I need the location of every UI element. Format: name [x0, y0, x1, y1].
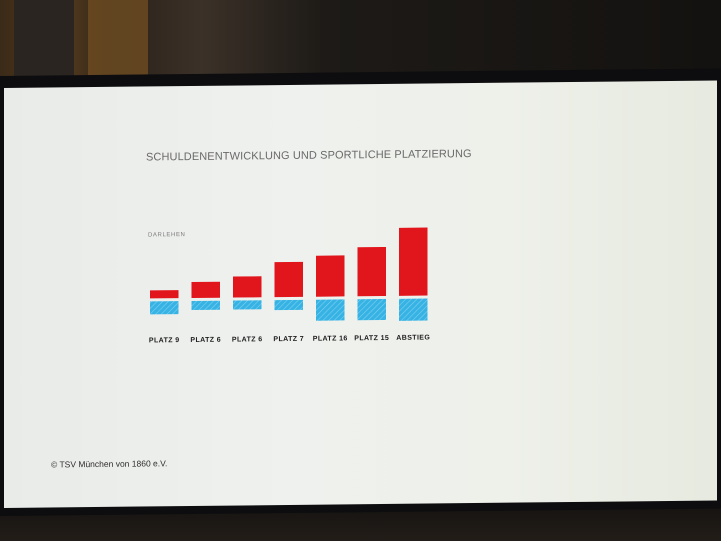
category-label-2: PLATZ 6 [190, 337, 221, 344]
room-pillar [14, 0, 74, 78]
bar-blue-6 [357, 298, 386, 321]
bar-red-6 [357, 246, 386, 297]
copyright-notice: © TSV München von 1860 e.V. [51, 458, 168, 470]
category-label-6: PLATZ 15 [354, 335, 389, 342]
bar-blue-5 [316, 299, 345, 321]
bar-red-4 [274, 261, 303, 298]
bar-blue-3 [233, 300, 262, 310]
category-label-1: PLATZ 9 [149, 337, 180, 344]
category-label-7: ABSTIEG [396, 334, 430, 341]
monitor-bezel: SCHULDENENTWICKLUNG UND SPORTLICHE PLATZ… [0, 68, 721, 516]
bar-blue-2 [191, 300, 220, 310]
bar-blue-1 [150, 301, 179, 315]
category-label-4: PLATZ 7 [273, 336, 304, 343]
category-label-3: PLATZ 6 [232, 336, 263, 343]
bar-red-2 [191, 281, 220, 298]
room-lamp [88, 0, 148, 78]
room-background-top [0, 0, 721, 80]
bar-red-5 [316, 255, 345, 297]
presentation-slide: SCHULDENENTWICKLUNG UND SPORTLICHE PLATZ… [4, 80, 717, 508]
bar-blue-7 [399, 298, 428, 321]
bar-red-7 [399, 227, 428, 296]
bar-red-1 [150, 290, 179, 299]
bar-blue-4 [274, 299, 303, 311]
bar-chart: PLATZ 9 PLATZ 6 PLATZ 6 PLATZ 7 PLATZ 16 PLAT… [149, 227, 430, 344]
category-label-5: PLATZ 16 [313, 335, 348, 342]
bar-red-3 [233, 276, 262, 298]
